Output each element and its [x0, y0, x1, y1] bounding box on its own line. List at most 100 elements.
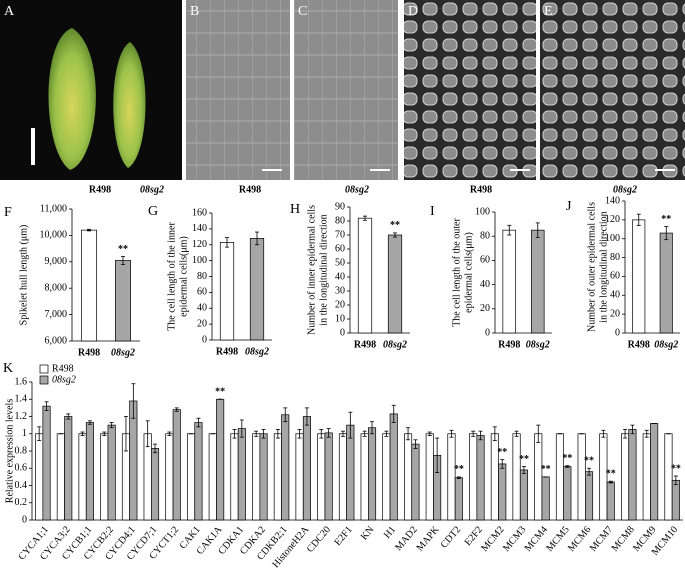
error-bar	[304, 407, 309, 426]
y-tick-label: 6,000	[45, 335, 68, 346]
bar	[194, 422, 203, 521]
bar	[650, 423, 659, 521]
error-bar	[167, 431, 172, 436]
panel-letter: J	[566, 199, 572, 214]
y-tick-label: 160	[192, 207, 207, 218]
error-bar	[393, 232, 397, 238]
significance: **	[661, 214, 671, 225]
x-tick-label: MCM3	[501, 524, 528, 554]
error-bar	[427, 431, 432, 436]
x-tick-label: R498	[78, 347, 100, 358]
x-tick-label: CDC20	[305, 524, 333, 554]
bar	[259, 433, 268, 521]
error-bar	[492, 426, 497, 442]
bar	[357, 217, 373, 334]
error-bar	[456, 476, 461, 480]
y-tick-label: 10	[335, 313, 345, 324]
panel-letter: I	[430, 204, 435, 219]
bar	[659, 232, 673, 334]
y-axis-label: epidermal cells(μm)	[178, 236, 189, 317]
bar	[541, 476, 550, 521]
photo-caption: 08sg2	[613, 184, 637, 195]
error-bar	[123, 416, 128, 452]
x-tick-label: CDT2	[439, 524, 463, 550]
error-bar	[636, 213, 641, 226]
x-tick-label: R498	[216, 346, 238, 357]
y-tick-label: 10,000	[40, 230, 68, 241]
panel-letter: K	[3, 361, 13, 376]
x-tick-label: 08sg2	[526, 339, 550, 350]
bar	[519, 469, 528, 521]
y-tick-label: 20	[610, 308, 620, 319]
photo-caption: R498	[89, 184, 111, 195]
bar	[273, 433, 282, 521]
y-tick-label: 30	[335, 285, 345, 296]
bar	[577, 433, 586, 521]
y-tick-label: 80	[197, 271, 207, 282]
error-bar	[471, 430, 476, 437]
hull-r498	[48, 28, 96, 170]
panel-letter: A	[4, 4, 15, 19]
bar	[114, 260, 131, 342]
photo-caption: R498	[239, 184, 261, 195]
significance: **	[584, 456, 594, 467]
bar	[425, 433, 434, 521]
photo-d	[404, 0, 536, 180]
y-tick-label: 0	[202, 334, 207, 345]
y-axis-label: epidermal cells(μm)	[463, 232, 474, 313]
y-tick-label: 0	[340, 327, 345, 338]
bar	[368, 427, 377, 521]
error-bar	[37, 426, 42, 442]
error-bar	[297, 429, 302, 439]
y-axis-label: The cell length of the inner	[166, 222, 177, 331]
y-tick-label: 90	[335, 201, 345, 212]
error-bar	[239, 419, 244, 438]
panel-letter: E	[544, 4, 553, 19]
bar	[78, 433, 87, 521]
bar	[35, 433, 44, 521]
photo-c	[294, 0, 398, 180]
significance: **	[562, 453, 572, 464]
error-bar	[608, 480, 613, 484]
error-bar	[232, 429, 237, 439]
y-tick-label: 60	[197, 287, 207, 298]
bar	[498, 463, 507, 521]
y-axis-label: Number of inner epidermal cells	[306, 205, 317, 335]
error-bar	[348, 411, 353, 439]
y-tick-label: 0.8	[15, 445, 28, 456]
bar	[252, 433, 261, 521]
error-bar	[326, 428, 331, 438]
bar	[454, 477, 463, 521]
bar	[216, 398, 225, 521]
error-bar	[514, 430, 519, 437]
significance: **	[215, 387, 225, 398]
y-tick-label: 0	[485, 327, 490, 338]
bar	[512, 433, 521, 521]
panel-letter: G	[148, 204, 158, 219]
error-bar	[435, 437, 440, 473]
bar	[80, 229, 97, 342]
y-tick-label: 80	[335, 215, 345, 226]
bar	[165, 433, 174, 521]
x-tick-label: MCM8	[609, 524, 636, 554]
x-tick-label: R498	[498, 339, 520, 350]
bar	[469, 433, 478, 521]
y-axis-label: Number of outer epidermal cells	[586, 202, 597, 332]
bar	[530, 229, 545, 334]
y-axis-label: in the longitudinal direction	[318, 214, 329, 325]
error-bar	[406, 427, 411, 441]
bar	[621, 433, 630, 521]
bar	[219, 242, 235, 341]
error-bar	[664, 226, 669, 241]
panel-letter: B	[190, 4, 199, 19]
error-bar	[478, 430, 483, 441]
error-bar	[413, 439, 418, 449]
x-tick-label: 08sg2	[111, 347, 135, 358]
bar	[664, 433, 673, 521]
bar	[317, 433, 326, 521]
bar	[151, 448, 160, 521]
x-tick-label: MCM7	[588, 524, 615, 554]
error-bar	[521, 466, 526, 474]
x-tick-label: 08sg2	[383, 339, 407, 350]
legend-label: R498	[52, 363, 74, 374]
